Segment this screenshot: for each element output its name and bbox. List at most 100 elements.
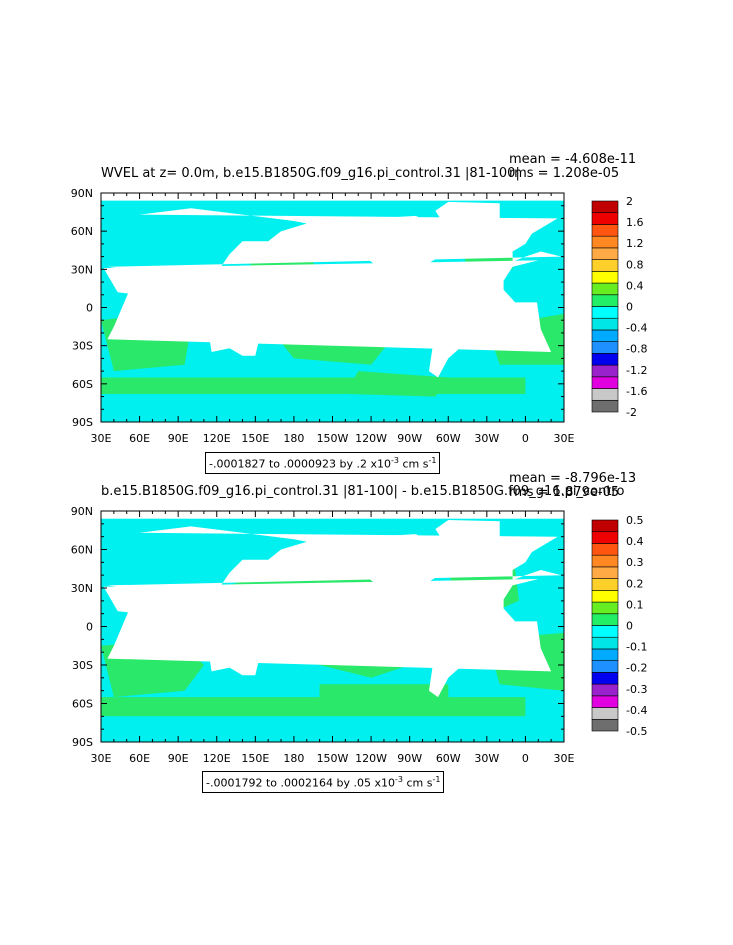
- colorbar-label: -0.2: [626, 662, 647, 675]
- xtick-label: 150W: [317, 752, 349, 765]
- positive-region-3: [101, 697, 526, 717]
- xtick-label: 30E: [554, 432, 575, 445]
- land-mass-8: [201, 299, 216, 312]
- land-mass-3: [209, 321, 260, 356]
- ytick-label: 60N: [71, 225, 93, 238]
- colorbar-swatch: [591, 718, 619, 732]
- colorbar-swatch: [591, 543, 619, 556]
- colorbar-swatch: [591, 399, 619, 413]
- panel1-contour-info: -.0001827 to .0000923 by .2 x10-3 cm s-1: [205, 452, 441, 474]
- land-mass-4: [309, 215, 455, 298]
- colorbar-swatch: [591, 613, 619, 626]
- colorbar-swatch: [591, 353, 619, 366]
- colorbar-swatch: [591, 317, 619, 331]
- ytick-label: 60N: [71, 544, 93, 557]
- xtick-label: 60W: [436, 752, 461, 765]
- ytick-label: 90N: [71, 187, 93, 200]
- panel2-rms: rms = 1.879e-05: [509, 485, 620, 500]
- positive-region-3: [101, 377, 526, 394]
- xtick-label: 30W: [474, 432, 499, 445]
- colorbar-swatch: [591, 364, 619, 378]
- colorbar-swatch: [591, 329, 619, 342]
- colorbar-label: -0.8: [626, 343, 647, 356]
- xtick-label: 30W: [474, 752, 499, 765]
- xtick-label: 90W: [397, 432, 422, 445]
- colorbar-label: -0.1: [626, 641, 647, 654]
- colorbar-label: 0.5: [626, 514, 644, 527]
- land-mass-5: [435, 201, 500, 232]
- xtick-label: 120W: [355, 432, 387, 445]
- xtick-label: 90W: [397, 752, 422, 765]
- colorbar-label: 0.8: [626, 258, 644, 271]
- colorbar-swatch: [591, 695, 619, 708]
- ytick-label: 90N: [71, 505, 93, 518]
- xtick-label: 90E: [168, 432, 189, 445]
- ytick-label: 60S: [72, 378, 93, 391]
- colorbar-swatch: [591, 683, 619, 697]
- ytick-label: 0: [86, 302, 93, 315]
- colorbar-swatch: [591, 376, 619, 389]
- colorbar-swatch: [591, 707, 619, 720]
- xtick-label: 30E: [91, 432, 112, 445]
- xtick-label: 0: [522, 752, 529, 765]
- colorbar-label: 0.1: [626, 598, 644, 611]
- colorbar-swatch: [591, 590, 619, 603]
- ytick-label: 30N: [71, 263, 93, 276]
- land-mass-6: [421, 613, 481, 698]
- colorbar-swatch: [591, 578, 619, 591]
- panel2-map: [101, 511, 564, 742]
- land-mass-4: [309, 534, 455, 617]
- ytick-label: 30S: [72, 340, 93, 353]
- colorbar-label: -1.2: [626, 364, 647, 377]
- colorbar-label: -1.6: [626, 385, 647, 398]
- colorbar-swatch: [591, 601, 619, 615]
- xtick-label: 90E: [168, 752, 189, 765]
- xtick-label: 150E: [241, 432, 269, 445]
- ytick-label: 0: [86, 621, 93, 634]
- colorbar-swatch: [591, 224, 619, 237]
- colorbar-swatch: [591, 259, 619, 272]
- xtick-label: 60E: [129, 752, 150, 765]
- land-mass-9: [229, 310, 256, 321]
- land-mass-1: [107, 208, 562, 305]
- xtick-label: 30E: [554, 752, 575, 765]
- panel1-rms: rms = 1.208e-05: [509, 166, 620, 181]
- colorbar-swatch: [591, 200, 619, 214]
- colorbar-label: 0.3: [626, 556, 644, 569]
- colorbar-swatch: [591, 672, 619, 685]
- colorbar-label: 0: [626, 301, 633, 314]
- panel2-mean: mean = -8.796e-13: [509, 471, 637, 486]
- colorbar-swatch: [591, 306, 619, 319]
- colorbar-label: -0.4: [626, 704, 647, 717]
- panel1-title: WVEL at z= 0.0m, b.e15.B1850G.f09_g16.pi…: [101, 166, 520, 181]
- xtick-label: 120E: [203, 432, 231, 445]
- colorbar-swatch: [591, 519, 619, 533]
- xtick-label: 120W: [355, 752, 387, 765]
- land-mass-8: [201, 618, 216, 631]
- land-mass-5: [435, 520, 500, 550]
- colorbar-swatch: [591, 294, 619, 307]
- colorbar-swatch: [591, 212, 619, 225]
- colorbar-label: 1.6: [626, 216, 644, 229]
- colorbar-swatch: [591, 648, 619, 661]
- xtick-label: 180: [283, 432, 304, 445]
- ytick-label: 90S: [72, 416, 93, 429]
- colorbar-swatch: [591, 247, 619, 260]
- ytick-label: 30N: [71, 582, 93, 595]
- panel2-title: b.e15.B1850G.f09_g16.pi_control.31 |81-1…: [101, 484, 625, 499]
- positive-region-4: [345, 371, 449, 397]
- colorbar-swatch: [591, 625, 619, 638]
- xtick-label: 180: [283, 752, 304, 765]
- colorbar-swatch: [591, 271, 619, 284]
- xtick-label: 0: [522, 432, 529, 445]
- land-mass-2: [107, 588, 137, 610]
- colorbar-label: 0.4: [626, 279, 644, 292]
- land-mass-2: [107, 269, 137, 291]
- land-mass-1: [107, 526, 562, 624]
- colorbar-label: 2: [626, 195, 633, 208]
- panel2-contour-info: -.0001792 to .0002164 by .05 x10-3 cm s-…: [202, 771, 445, 793]
- colorbar-label: 0.2: [626, 577, 644, 590]
- panel1-map: [101, 193, 564, 422]
- colorbar-swatch: [591, 531, 619, 544]
- land-mass-6: [421, 294, 481, 378]
